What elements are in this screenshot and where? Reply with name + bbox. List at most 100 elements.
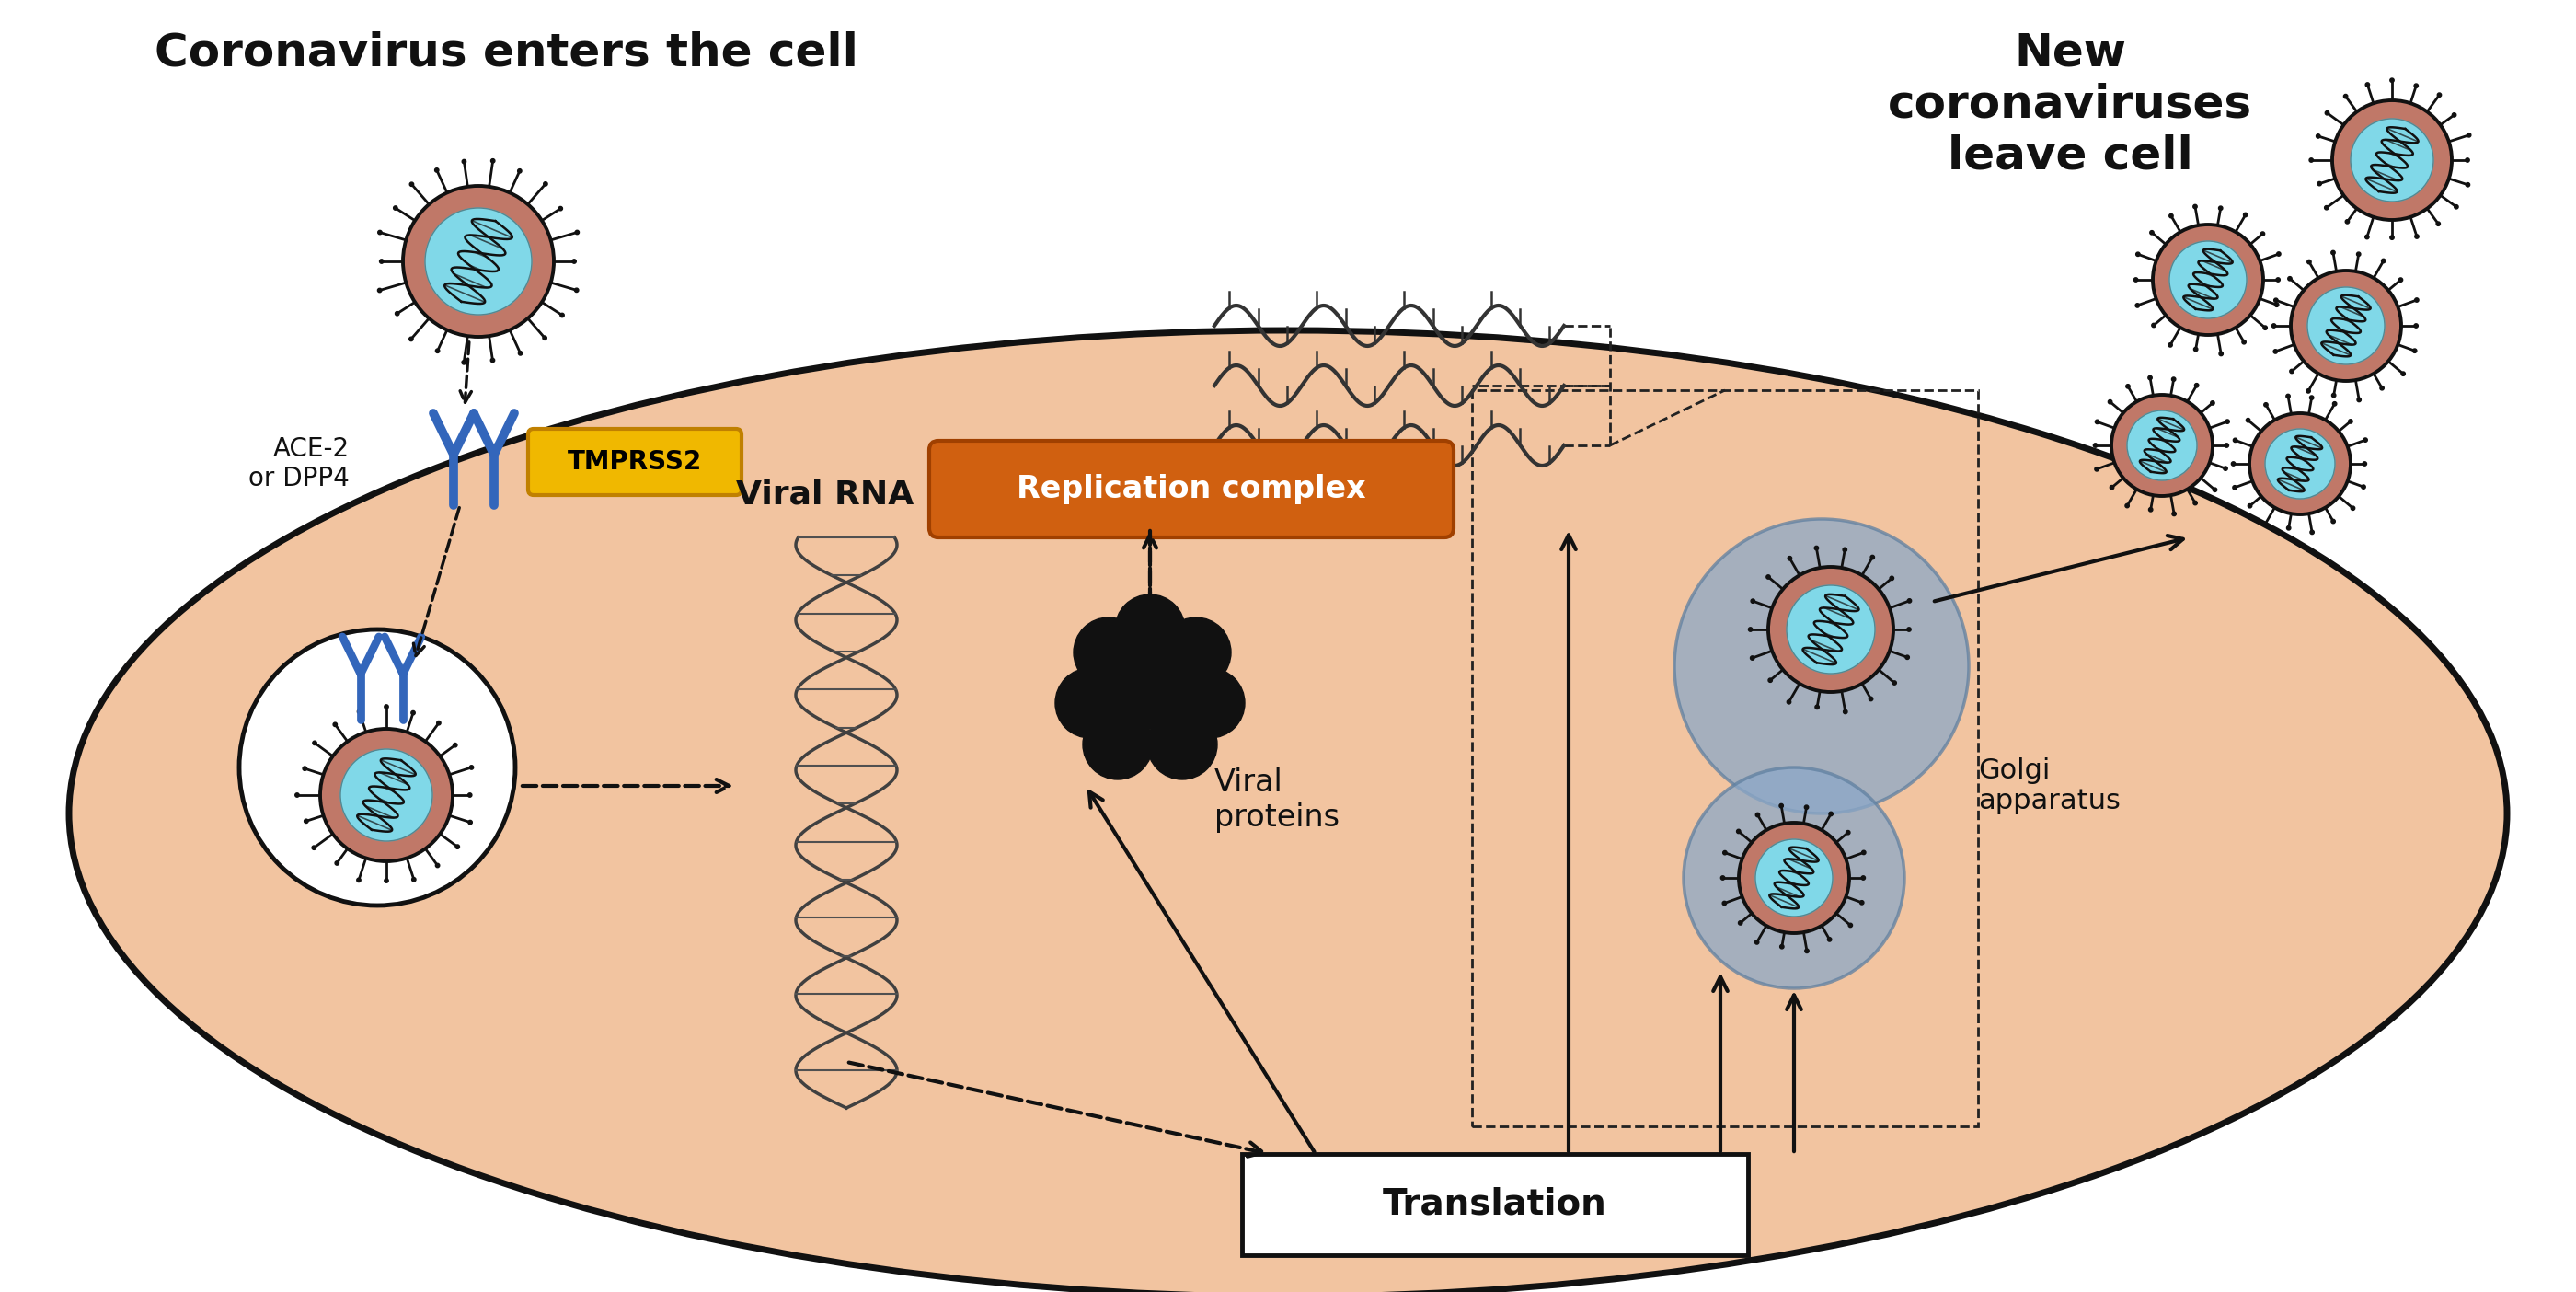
Circle shape: [412, 711, 415, 714]
Circle shape: [2365, 235, 2370, 239]
Circle shape: [2233, 438, 2236, 442]
Circle shape: [1816, 705, 1819, 709]
Circle shape: [2094, 468, 2099, 472]
Circle shape: [1754, 941, 1759, 944]
Circle shape: [394, 311, 399, 315]
Text: ACE-2
or DPP4: ACE-2 or DPP4: [250, 435, 350, 491]
Circle shape: [2136, 252, 2141, 256]
Text: Coronavirus enters the cell: Coronavirus enters the cell: [155, 31, 858, 75]
Circle shape: [1788, 585, 1875, 673]
Circle shape: [1739, 921, 1741, 925]
Circle shape: [2357, 252, 2360, 256]
Circle shape: [2094, 443, 2097, 447]
Circle shape: [2465, 182, 2470, 187]
Circle shape: [2344, 220, 2349, 224]
Circle shape: [2218, 351, 2223, 355]
Circle shape: [2316, 134, 2321, 138]
Circle shape: [1736, 829, 1741, 833]
Circle shape: [2094, 420, 2099, 424]
Circle shape: [2169, 342, 2172, 348]
Circle shape: [2275, 302, 2280, 306]
Circle shape: [572, 260, 577, 264]
Circle shape: [2148, 508, 2154, 512]
Circle shape: [384, 704, 389, 709]
Circle shape: [2192, 204, 2197, 208]
Circle shape: [1752, 599, 1754, 603]
Circle shape: [394, 205, 397, 211]
Circle shape: [544, 182, 549, 186]
Circle shape: [2306, 389, 2311, 393]
Circle shape: [410, 337, 412, 341]
Circle shape: [2246, 419, 2249, 422]
Circle shape: [1780, 804, 1783, 808]
Circle shape: [1056, 668, 1126, 738]
Circle shape: [2365, 83, 2370, 87]
Circle shape: [1767, 678, 1772, 682]
Circle shape: [489, 358, 495, 362]
Circle shape: [312, 740, 317, 745]
Text: Translation: Translation: [1383, 1187, 1607, 1222]
Circle shape: [410, 182, 415, 186]
Circle shape: [358, 709, 361, 713]
Circle shape: [2414, 324, 2419, 328]
Circle shape: [304, 766, 307, 770]
Circle shape: [2344, 94, 2347, 98]
Circle shape: [2352, 506, 2354, 510]
Circle shape: [425, 208, 531, 315]
Circle shape: [2195, 384, 2200, 388]
Circle shape: [2241, 340, 2246, 344]
Circle shape: [469, 820, 471, 824]
Circle shape: [2223, 466, 2228, 470]
Circle shape: [518, 351, 523, 355]
Circle shape: [2218, 207, 2223, 211]
Circle shape: [2210, 401, 2215, 404]
Circle shape: [559, 207, 562, 211]
Circle shape: [2318, 182, 2321, 186]
Circle shape: [2128, 411, 2197, 481]
Circle shape: [2311, 395, 2313, 399]
Circle shape: [1788, 700, 1790, 704]
Circle shape: [435, 863, 440, 867]
Circle shape: [2226, 443, 2228, 447]
Circle shape: [2362, 438, 2367, 442]
Circle shape: [312, 846, 317, 850]
Circle shape: [1862, 850, 1865, 854]
Circle shape: [2468, 133, 2470, 137]
Circle shape: [2244, 213, 2246, 217]
Circle shape: [559, 313, 564, 318]
Circle shape: [2308, 260, 2311, 264]
Circle shape: [2414, 234, 2419, 239]
Circle shape: [2455, 205, 2458, 209]
Circle shape: [1767, 567, 1893, 693]
Circle shape: [1757, 813, 1759, 817]
Circle shape: [1862, 876, 1865, 880]
Circle shape: [1803, 805, 1808, 809]
Circle shape: [379, 260, 384, 264]
Text: Golgi
apparatus: Golgi apparatus: [1978, 757, 2120, 815]
Circle shape: [2107, 399, 2112, 404]
Circle shape: [2391, 79, 2393, 83]
Circle shape: [2349, 119, 2434, 202]
Circle shape: [2233, 486, 2236, 490]
Circle shape: [461, 159, 466, 164]
Circle shape: [2262, 231, 2264, 236]
Circle shape: [2401, 372, 2406, 376]
Circle shape: [2272, 324, 2275, 328]
Circle shape: [2154, 225, 2264, 335]
Circle shape: [1906, 598, 1911, 603]
Circle shape: [2195, 348, 2197, 351]
Circle shape: [1906, 628, 1911, 632]
Text: New
coronaviruses
leave cell: New coronaviruses leave cell: [1888, 31, 2251, 178]
Circle shape: [2308, 158, 2313, 162]
Circle shape: [319, 729, 453, 862]
Circle shape: [2357, 398, 2362, 402]
Circle shape: [2151, 323, 2156, 327]
Circle shape: [2287, 526, 2290, 530]
Circle shape: [1674, 519, 1968, 814]
Circle shape: [240, 629, 515, 906]
Circle shape: [2290, 270, 2401, 381]
Circle shape: [1074, 618, 1144, 687]
FancyBboxPatch shape: [930, 441, 1453, 537]
Circle shape: [1870, 556, 1875, 559]
Circle shape: [1868, 696, 1873, 702]
